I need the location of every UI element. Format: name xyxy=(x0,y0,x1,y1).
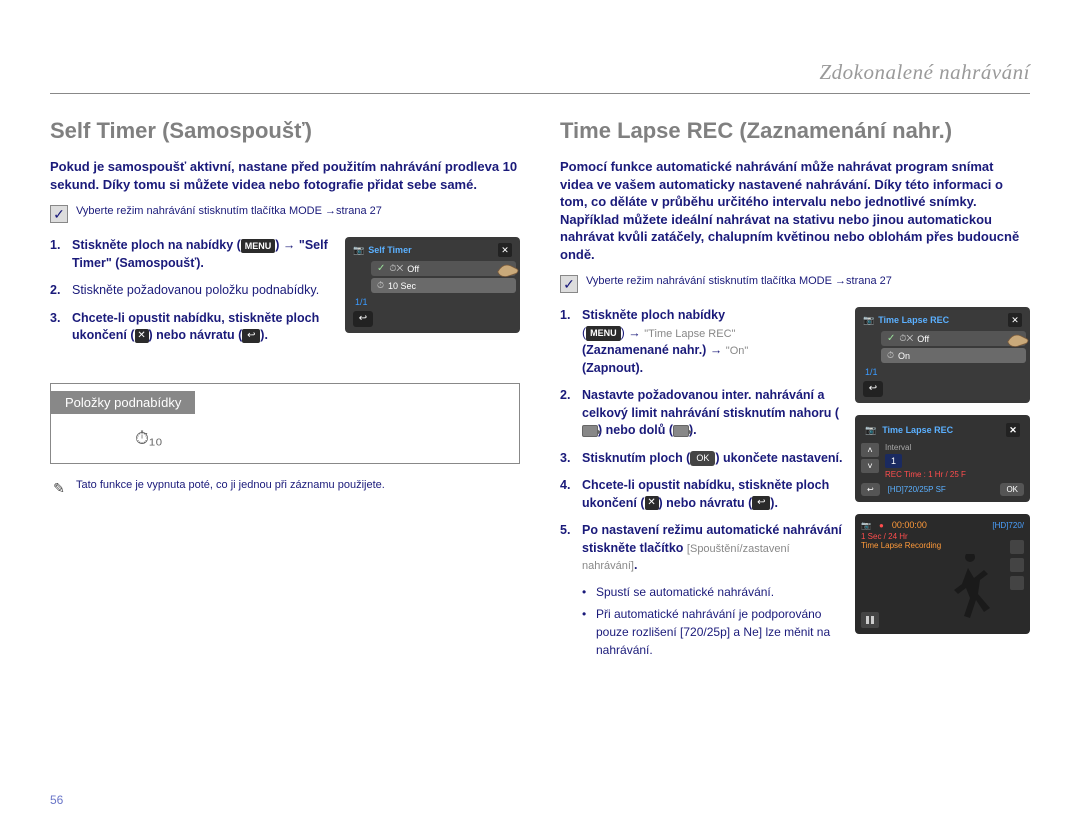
checkmark-icon: ✓ xyxy=(377,263,385,274)
down-tab-icon xyxy=(673,425,689,437)
return-icon: ↩ xyxy=(752,496,770,510)
rec-dot-icon: ● xyxy=(879,521,884,530)
camera-icon: 📷 xyxy=(863,315,874,326)
left-section-title: Self Timer (Samospoušť) xyxy=(50,118,520,144)
panel-title: Time Lapse REC xyxy=(878,315,1004,325)
close-icon: ✕ xyxy=(135,329,149,343)
timer-icon: ⏱ xyxy=(377,280,384,291)
pointing-finger-icon xyxy=(1004,325,1034,351)
arrow-down-icon: ˅ xyxy=(861,459,879,473)
left-step-1: Stiskněte ploch na nabídky (MENU) → "Sel… xyxy=(50,237,335,272)
right-checknote: ✓ Vyberte režim nahrávání stisknutím tla… xyxy=(560,275,1030,293)
bullet-2: Při automatické nahrávání je podporováno… xyxy=(582,605,845,659)
right-step-1: Stiskněte ploch nabídky (MENU) → "Time L… xyxy=(560,307,845,377)
rec-timer: 00:00:00 xyxy=(892,520,927,530)
menu-icon: MENU xyxy=(241,239,276,254)
submenu-icon: ⏱₁₀ xyxy=(65,428,505,449)
side-icon-1 xyxy=(1010,540,1024,554)
left-column: Self Timer (Samospoušť) Pokud je samospo… xyxy=(50,118,520,683)
interval-value: 1 xyxy=(885,454,902,468)
left-footnote-text: Tato funkce je vypnuta poté, co ji jedno… xyxy=(76,478,385,498)
ok-button: OK xyxy=(1000,483,1024,496)
right-step-3: Stisknutím ploch (OK) ukončete nastavení… xyxy=(560,450,845,468)
right-column: Time Lapse REC (Zaznamenání nahr.) Pomoc… xyxy=(560,118,1030,683)
interval-label: Interval xyxy=(885,443,1024,452)
panel-counter: 1/1 xyxy=(859,365,1026,379)
page-header: Zdokonalené nahrávání xyxy=(50,60,1030,94)
panel-close-icon: ✕ xyxy=(1006,423,1020,437)
option-on-label: On xyxy=(898,351,1020,361)
dancer-silhouette-icon xyxy=(940,554,1000,624)
left-intro: Pokud je samospoušť aktivní, nastane pře… xyxy=(50,158,520,193)
rec-interval: 1 Sec / 24 Hr xyxy=(861,532,1024,541)
right-step-4: Chcete-li opustit nabídku, stiskněte plo… xyxy=(560,477,845,512)
left-steps: Stiskněte ploch na nabídky (MENU) → "Sel… xyxy=(50,237,335,355)
panel-title: Self Timer xyxy=(368,245,494,255)
right-steps-1: Stiskněte ploch nabídky (MENU) → "Time L… xyxy=(560,307,845,669)
side-icon-2 xyxy=(1010,558,1024,572)
page-number: 56 xyxy=(50,793,63,807)
camera-icon: 📷 xyxy=(353,245,364,256)
rec-time-label: REC Time : 1 Hr / 25 F xyxy=(885,470,1024,479)
right-checknote-text: Vyberte režim nahrávání stisknutím tlačí… xyxy=(586,275,892,287)
right-bullets: Spustí se automatické nahrávání. Při aut… xyxy=(582,583,845,659)
left-screenshot-selftimer: 📷 Self Timer ✕ ✓ ⏱✕ Off ⏱ 10 Sec 1/1 ↩ xyxy=(345,237,520,333)
pencil-icon: ✎ xyxy=(50,480,68,498)
right-screenshot-recording: 📷 ● 00:00:00 [HD]720/ 1 Sec / 24 Hr Time… xyxy=(855,514,1030,634)
left-checknote: ✓ Vyberte režim nahrávání stisknutím tla… xyxy=(50,205,520,223)
camera-icon: 📷 xyxy=(865,425,876,436)
option-10-label: 10 Sec xyxy=(388,281,510,291)
right-section-title: Time Lapse REC (Zaznamenání nahr.) xyxy=(560,118,1030,144)
rec-side-icons xyxy=(1010,540,1024,590)
close-icon: ✕ xyxy=(645,496,659,510)
return-icon: ↩ xyxy=(242,329,260,343)
rec-mode-label: Time Lapse Recording xyxy=(861,541,1024,550)
main-columns: Self Timer (Samospoušť) Pokud je samospo… xyxy=(50,118,1030,683)
right-block-1: Stiskněte ploch nabídky (MENU) → "Time L… xyxy=(560,307,1030,683)
panel-back-icon: ↩ xyxy=(861,483,880,496)
check-icon: ✓ xyxy=(50,205,68,223)
ok-icon: OK xyxy=(690,451,715,466)
timer-off-icon: ⏱✕ xyxy=(389,263,403,274)
rec-quality: [HD]720/ xyxy=(992,521,1024,530)
check-icon: ✓ xyxy=(560,275,578,293)
resolution-label: [HD]720/25P SF xyxy=(888,485,946,494)
submenu-box: Položky podnabídky ⏱₁₀ xyxy=(50,383,520,464)
tlr-on-icon: ⏱ xyxy=(887,350,894,361)
left-footnote: ✎ Tato funkce je vypnuta poté, co ji jed… xyxy=(50,478,520,498)
checkmark-icon: ✓ xyxy=(887,333,895,344)
right-step-5: Po nastavení režimu automatické nahráván… xyxy=(560,522,845,659)
up-tab-icon xyxy=(582,425,598,437)
menu-icon: MENU xyxy=(586,326,621,341)
pointing-finger-icon xyxy=(494,255,524,281)
left-step-3: Chcete-li opustit nabídku, stiskněte plo… xyxy=(50,310,335,345)
right-screenshot-interval: 📷 Time Lapse REC ✕ ˄ ˅ Interval 1 REC Ti… xyxy=(855,415,1030,502)
right-screenshot-tlr-menu: 📷 Time Lapse REC ✕ ✓ ⏱✕ Off ⏱ On 1/1 ↩ xyxy=(855,307,1030,403)
panel-counter: 1/1 xyxy=(349,295,516,309)
camera-icon: 📷 xyxy=(861,521,871,530)
tlr-off-icon: ⏱✕ xyxy=(899,333,913,344)
right-screenshots: 📷 Time Lapse REC ✕ ✓ ⏱✕ Off ⏱ On 1/1 ↩ xyxy=(855,307,1030,634)
panel-back-icon: ↩ xyxy=(353,311,373,327)
right-step-2: Nastavte požadovanou inter. nahrávání a … xyxy=(560,387,845,440)
bullet-1: Spustí se automatické nahrávání. xyxy=(582,583,845,601)
submenu-title: Položky podnabídky xyxy=(51,391,195,414)
arrow-up-icon: ˄ xyxy=(861,443,879,457)
left-checknote-text: Vyberte režim nahrávání stisknutím tlačí… xyxy=(76,205,382,217)
left-steps-row: Stiskněte ploch na nabídky (MENU) → "Sel… xyxy=(50,237,520,369)
left-step-2: Stiskněte požadovanou položku podnabídky… xyxy=(50,282,335,300)
pause-icon xyxy=(861,612,879,628)
interval-title: Time Lapse REC xyxy=(882,425,953,435)
right-intro: Pomocí funkce automatické nahrávání může… xyxy=(560,158,1030,263)
side-icon-3 xyxy=(1010,576,1024,590)
panel-back-icon: ↩ xyxy=(863,381,883,397)
